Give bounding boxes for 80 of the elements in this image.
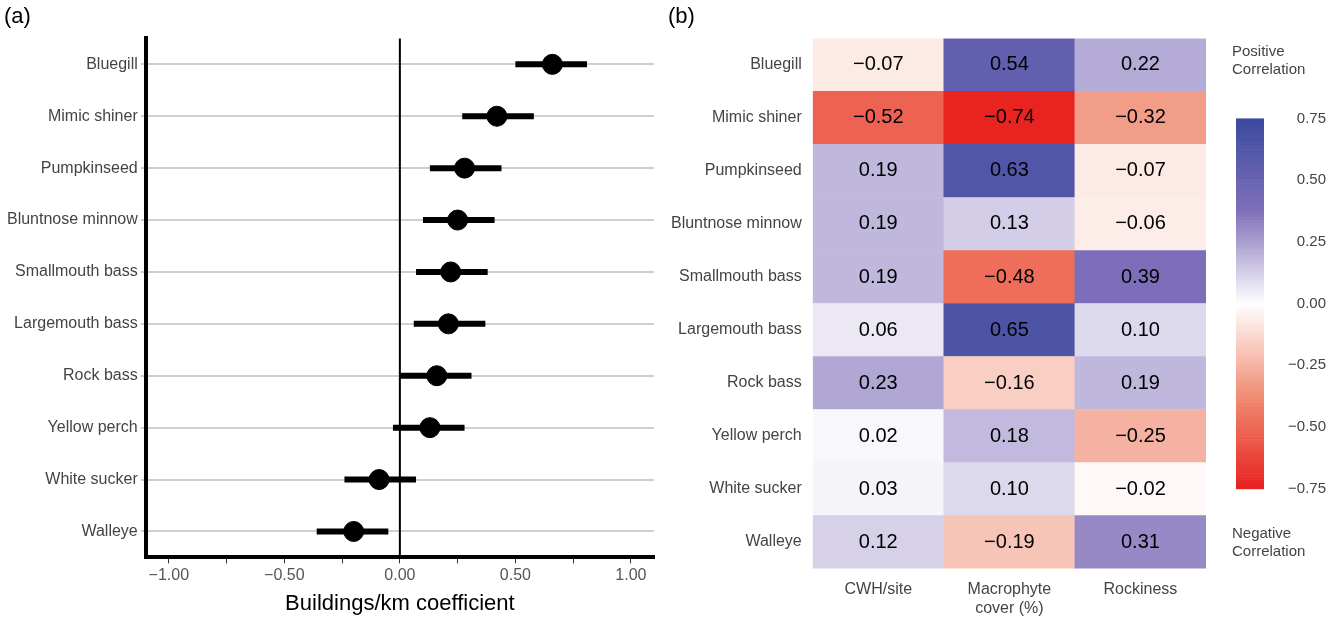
y-tick-label: Walleye [745, 532, 802, 550]
x-tick-label: Rockiness [1103, 579, 1178, 597]
color-bar-label: 0.25 [1296, 231, 1326, 249]
point [426, 365, 448, 387]
point [343, 520, 365, 542]
data-label: 0.39 [1120, 264, 1160, 287]
data-label: 0.10 [989, 476, 1029, 499]
y-tick-label: Bluntnose minnow [670, 214, 803, 232]
y-tick-label: Smallmouth bass [15, 262, 138, 280]
color-bar-label: −0.50 [1288, 417, 1326, 435]
text: Positive Correlation [1232, 42, 1306, 78]
data-label: 0.63 [989, 158, 1029, 181]
data-label: −0.07 [1115, 158, 1166, 181]
text: Negative Correlation [1232, 524, 1306, 560]
chart-title: (b) [668, 3, 695, 29]
y-tick-label: Mimic shiner [711, 108, 803, 126]
y-tick-label: Bluntnose minnow [6, 210, 139, 228]
y-tick-label: White sucker [45, 469, 139, 487]
y-tick-label: Rock bass [63, 366, 138, 384]
data-label: 0.19 [858, 158, 898, 181]
data-label: −0.52 [852, 105, 904, 128]
x-tick-label: Macrophyte cover (%) [967, 579, 1052, 616]
data-label: 0.19 [858, 211, 898, 234]
point [368, 469, 390, 491]
y-tick-label: Largemouth bass [678, 320, 802, 338]
data-label: −0.07 [852, 52, 904, 75]
y-tick-label: Smallmouth bass [679, 267, 802, 285]
data-label: 0.02 [858, 423, 898, 446]
data-label: 0.13 [989, 211, 1029, 234]
x-tick-label: CWH/site [844, 579, 913, 597]
color-bar-label: 0.00 [1296, 293, 1326, 311]
y-tick-label: Bluegill [86, 54, 138, 72]
y-tick-label: Yellow perch [711, 426, 802, 444]
data-label: −0.02 [1115, 476, 1166, 499]
y-tick-label: White sucker [709, 479, 803, 497]
data-label: 0.65 [989, 317, 1029, 340]
point [447, 209, 469, 231]
point [440, 261, 462, 283]
data-label: 0.31 [1120, 529, 1160, 552]
y-tick-label: Largemouth bass [14, 314, 138, 332]
x-tick-label: 0.50 [499, 566, 532, 584]
x-tick-label: −1.00 [148, 566, 190, 584]
data-label: 0.06 [858, 317, 898, 340]
data-label: 0.54 [989, 52, 1029, 75]
data-label: 0.03 [858, 476, 898, 499]
data-label: −0.16 [984, 370, 1035, 393]
data-label: 0.18 [989, 423, 1029, 446]
y-tick-label: Bluegill [750, 55, 802, 73]
y-tick-label: Mimic shiner [47, 106, 139, 124]
data-label: 0.22 [1120, 52, 1160, 75]
x-tick-label: −0.50 [264, 566, 305, 584]
data-label: 0.19 [858, 264, 898, 287]
color-bar-label: 0.75 [1296, 108, 1326, 126]
point [419, 417, 441, 439]
y-tick-label: Pumpkinseed [704, 161, 802, 179]
data-label: −0.25 [1115, 423, 1166, 446]
chart-title: (a) [4, 3, 31, 29]
color-bar-label: 0.50 [1296, 170, 1326, 188]
data-label: 0.23 [858, 370, 898, 393]
y-tick-label: Pumpkinseed [40, 158, 138, 176]
x-axis-title: Buildings/km coefficient [285, 589, 515, 615]
data-label: −0.19 [984, 529, 1035, 552]
color-bar-label: −0.25 [1288, 355, 1326, 373]
point [454, 157, 476, 179]
point [437, 313, 459, 335]
data-label: −0.48 [984, 264, 1035, 287]
data-label: 0.10 [1120, 317, 1160, 340]
point [541, 53, 563, 75]
data-label: 0.12 [858, 529, 898, 552]
x-tick-label: 0.00 [384, 566, 416, 584]
y-tick-label: Yellow perch [47, 418, 138, 436]
data-label: −0.74 [984, 105, 1035, 128]
point [486, 105, 508, 127]
data-label: −0.06 [1115, 211, 1166, 234]
data-label: 0.19 [1120, 370, 1160, 393]
y-tick-label: Rock bass [727, 373, 802, 391]
x-tick-label: 1.00 [615, 566, 647, 584]
data-label: −0.32 [1115, 105, 1166, 128]
y-tick-label: Walleye [81, 521, 138, 539]
color-bar-label: −0.75 [1288, 478, 1326, 496]
